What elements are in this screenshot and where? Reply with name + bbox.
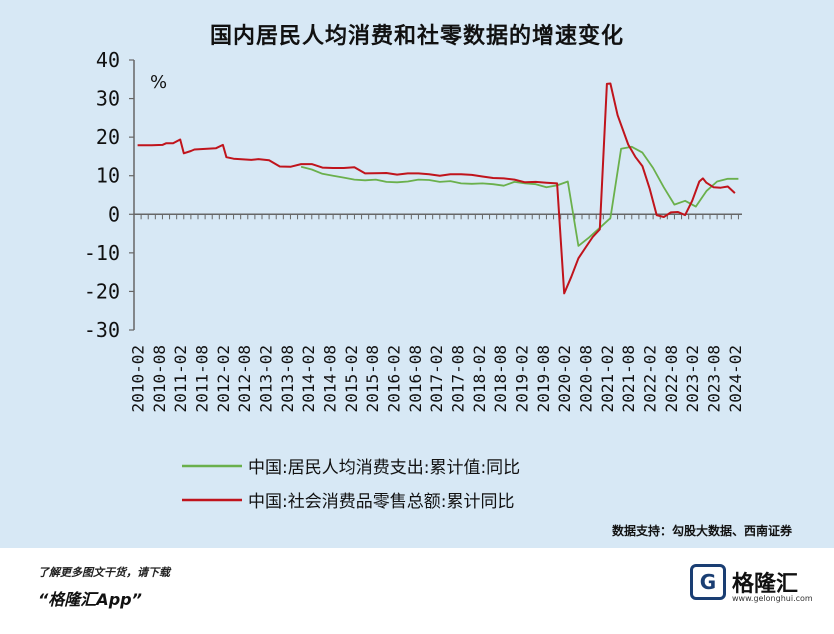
cta-line2: “格隆汇App” — [38, 590, 142, 609]
x-tick-label: 2020-08 — [577, 345, 596, 412]
x-tick-label: 2018-02 — [470, 345, 489, 412]
brand-url: www.gelonghui.com — [732, 594, 813, 603]
y-axis: 40 30 20 10 0 -10 -20 -30 — [84, 48, 135, 342]
x-tick-label: 2017-08 — [449, 345, 468, 412]
x-tick-label: 2019-08 — [534, 345, 553, 412]
x-tick-label: 2019-02 — [513, 345, 532, 412]
footer: 了解更多图文干货，请下载 “格隆汇App” G 格隆汇 www.gelonghu… — [0, 548, 834, 634]
x-tick-label: 2014-08 — [321, 345, 340, 412]
series-line-consumption — [300, 145, 739, 247]
series-layer — [137, 82, 739, 295]
x-tick-label: 2013-08 — [278, 345, 297, 412]
x-tick-label: 2020-02 — [555, 345, 574, 412]
x-tick-label: 2012-02 — [214, 345, 233, 412]
brand-logo: G 格隆汇 www.gelonghui.com — [690, 564, 813, 604]
legend-label-retail: 中国:社会消费品零售总额:累计同比 — [248, 492, 514, 512]
chart-title: 国内居民人均消费和社零数据的增速变化 — [209, 24, 624, 49]
y-tick-label: -10 — [84, 241, 120, 265]
x-axis: 2010-02 2010-08 2011-02 2011-08 2012-02 2012-… — [129, 213, 745, 412]
y-tick-label: -20 — [84, 279, 120, 303]
y-tick-label: 30 — [96, 87, 120, 111]
x-tick-label: 2017-02 — [427, 345, 446, 412]
x-tick-label: 2016-02 — [385, 345, 404, 412]
x-tick-label: 2023-02 — [683, 345, 702, 412]
x-tick-label: 2016-08 — [406, 345, 425, 412]
legend: 中国:居民人均消费支出:累计值:同比 中国:社会消费品零售总额:累计同比 — [182, 458, 520, 512]
legend-label-consumption: 中国:居民人均消费支出:累计值:同比 — [248, 458, 520, 478]
unit-label: % — [150, 72, 167, 93]
y-tick-label: 40 — [96, 48, 120, 72]
y-tick-label: 10 — [96, 164, 120, 188]
x-tick-label: 2023-08 — [705, 345, 724, 412]
x-tick-label: 2022-08 — [662, 345, 681, 412]
x-tick-label: 2013-02 — [257, 345, 276, 412]
x-tick-label: 2024-02 — [726, 345, 745, 412]
x-tick-label: 2011-02 — [171, 345, 190, 412]
source-note: 数据支持：勾股大数据、西南证券 — [611, 524, 792, 538]
x-tick-label: 2012-08 — [235, 345, 254, 412]
x-tick-label: 2011-08 — [193, 345, 212, 412]
x-tick-label: 2015-02 — [342, 345, 361, 412]
x-tick-label: 2015-08 — [363, 345, 382, 412]
chart-area: 40 30 20 10 0 -10 -20 -30 2010-02 2010-08 2011-02… — [84, 48, 745, 512]
brand-name: 格隆汇 — [732, 572, 799, 597]
x-tick-label: 2021-08 — [619, 345, 638, 412]
y-tick-label: 0 — [108, 202, 120, 226]
y-tick-label: 20 — [96, 125, 120, 149]
y-tick-label: -30 — [84, 318, 120, 342]
brand-g-icon: G — [690, 564, 726, 600]
x-tick-label: 2014-02 — [299, 345, 318, 412]
x-tick-label: 2010-02 — [129, 345, 148, 412]
x-tick-label: 2022-02 — [641, 345, 660, 412]
x-tick-label: 2021-02 — [598, 345, 617, 412]
x-tick-label: 2018-08 — [491, 345, 510, 412]
series-line-retail — [137, 82, 736, 295]
cta-line1: 了解更多图文干货，请下载 — [38, 566, 170, 579]
x-tick-label: 2010-08 — [150, 345, 169, 412]
